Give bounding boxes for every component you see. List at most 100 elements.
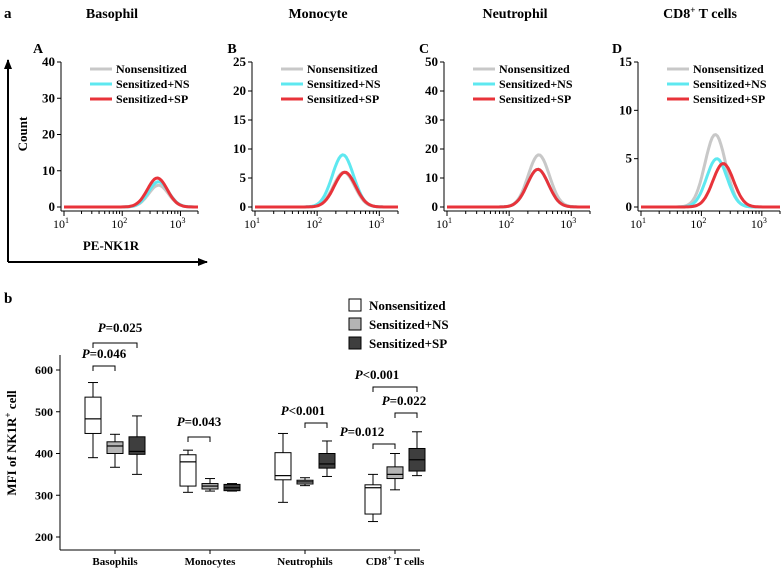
y-tick-label: 15	[233, 112, 247, 127]
box-body	[318, 453, 336, 469]
histogram-panel-3: Neutrophil C 0 10 20 30 40 50 101 102 103 Nonsensit…	[419, 7, 591, 231]
x-tick-label: 102	[690, 216, 706, 231]
y-tick-label: 10	[619, 102, 632, 117]
panel-b-y-label-sup: +	[3, 412, 13, 417]
x-tick-label: 103	[368, 216, 384, 231]
histogram-title: Basophil	[86, 7, 138, 22]
legend-label: Nonsensitized	[499, 62, 570, 76]
box-plot: 600 500 400 300 200 Basophils Monocytes Neutrop…	[35, 298, 449, 568]
legend-label: Sensitized+SP	[307, 92, 379, 106]
bracket-line	[187, 436, 211, 442]
box-1-3	[274, 432, 292, 503]
box-category-label: Neutrophils	[277, 556, 333, 568]
bracket-line	[92, 365, 116, 371]
histogram-series-3	[64, 176, 198, 209]
legend-label: Sensitized+NS	[307, 77, 381, 91]
y-tick-label: 0	[49, 199, 56, 214]
box-body	[179, 454, 197, 487]
p-value-label: P<0.001	[355, 367, 400, 382]
significance-bracket: P=0.043	[177, 414, 222, 442]
legend-label: Nonsensitized	[693, 62, 764, 76]
box-y-tick-label: 500	[35, 405, 53, 419]
legend-label: Sensitized+NS	[693, 77, 767, 91]
box-2-3	[296, 477, 314, 487]
box-body	[386, 466, 404, 480]
bracket-line	[372, 386, 418, 392]
histogram-title: CD8+ T cells	[663, 5, 737, 22]
y-tick-label: 40	[425, 83, 438, 98]
panel-a-letter: a	[4, 6, 12, 22]
bracket-line	[372, 443, 396, 449]
x-tick-label: 101	[244, 216, 260, 231]
box-category-label: Basophils	[92, 556, 138, 568]
x-tick-label: 102	[306, 216, 322, 231]
y-tick-label: 30	[425, 112, 438, 127]
y-tick-label: 0	[626, 199, 633, 214]
legend-label: Sensitized+NS	[116, 77, 190, 91]
y-tick-label: 40	[42, 54, 55, 69]
x-tick-label: 102	[498, 216, 514, 231]
histogram-series-3	[255, 170, 398, 209]
y-tick-label: 0	[240, 199, 247, 214]
box-3-3	[318, 440, 336, 477]
y-tick-label: 20	[233, 83, 246, 98]
y-tick-label: 10	[42, 163, 55, 178]
panel-letter: D	[612, 42, 622, 57]
x-tick-label: 103	[560, 216, 576, 231]
legend-label: Nonsensitized	[307, 62, 378, 76]
y-tick-label: 10	[233, 141, 246, 156]
x-tick-label: 102	[111, 216, 127, 231]
box-legend-swatch	[348, 298, 362, 312]
x-tick-label: 101	[630, 216, 646, 231]
x-tick-label: 103	[169, 216, 185, 231]
box-category-label: Monocytes	[185, 556, 236, 568]
panel-b-letter: b	[4, 291, 12, 307]
y-tick-label: 5	[240, 170, 247, 185]
box-3-1	[128, 415, 146, 475]
legend-label: Sensitized+NS	[499, 77, 573, 91]
significance-bracket: P=0.012	[340, 424, 396, 449]
box-1-4	[364, 473, 382, 523]
box-y-tick-label: 200	[35, 530, 53, 544]
y-tick-label: 50	[425, 54, 438, 69]
legend-label: Sensitized+SP	[499, 92, 571, 106]
histogram-panel-2: Monocyte B 0 5 10 15 20 25 101 102 103 Nonsensitize…	[227, 7, 399, 231]
box-2-1	[106, 433, 124, 468]
panel-b-y-label: MFI of NK1R+ cell	[3, 390, 19, 496]
box-2-4	[386, 453, 404, 491]
histogram-title: Monocyte	[288, 7, 347, 22]
y-tick-label: 20	[425, 141, 438, 156]
box-2-2	[201, 478, 219, 492]
box-y-tick-label: 600	[35, 363, 53, 377]
box-legend-label: Sensitized+SP	[369, 336, 447, 351]
legend-label: Sensitized+SP	[116, 92, 188, 106]
bracket-line	[304, 422, 328, 428]
significance-bracket: P=0.025	[92, 320, 143, 348]
y-tick-label: 0	[432, 199, 439, 214]
p-value-label: P=0.022	[382, 393, 427, 408]
y-tick-label: 20	[42, 127, 55, 142]
box-3-2	[223, 483, 241, 492]
p-value-label: P<0.001	[281, 403, 326, 418]
panel-letter: C	[419, 42, 429, 57]
histogram-panel-1: Basophil A 0 10 20 30 40 101 102 103 Nonsensitized…	[33, 7, 199, 231]
legend-label: Nonsensitized	[116, 62, 187, 76]
y-tick-label: 5	[626, 151, 633, 166]
significance-bracket: P=0.046	[82, 346, 127, 371]
significance-bracket: P=0.022	[382, 393, 427, 418]
y-tick-label: 30	[42, 90, 55, 105]
box-body	[106, 441, 124, 454]
box-y-tick-label: 400	[35, 447, 53, 461]
box-legend-swatch	[348, 336, 362, 350]
box-body	[364, 484, 382, 515]
significance-bracket: P<0.001	[281, 403, 328, 428]
panel-letter: A	[33, 42, 44, 57]
box-body	[274, 452, 292, 481]
box-1-1	[84, 382, 102, 459]
p-value-label: P=0.012	[340, 424, 385, 439]
box-3-4	[408, 431, 426, 477]
x-tick-label: 103	[751, 216, 767, 231]
panel-a-x-axis-label: PE-NK1R	[83, 238, 140, 253]
